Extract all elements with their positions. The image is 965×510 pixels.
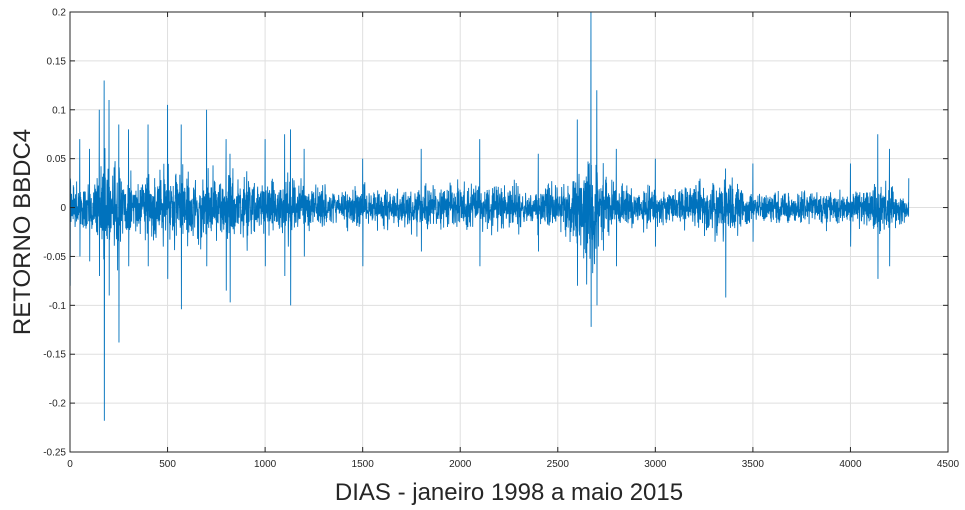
- y-tick-label: -0.25: [43, 448, 66, 459]
- x-tick-label: 0: [67, 459, 73, 470]
- y-tick-labels: -0.25 -0.2 -0.15 -0.1 -0.05 0 0.05 0.1 0.15 0.2: [43, 8, 66, 459]
- y-tick-label: -0.1: [49, 301, 67, 312]
- series-line: [69, 11, 910, 421]
- y-tick-label: -0.2: [49, 399, 67, 410]
- y-tick-label: -0.15: [43, 350, 66, 361]
- x-axis-title: DIAS - janeiro 1998 a maio 2015: [335, 479, 683, 506]
- plot-frame: [69, 11, 949, 453]
- x-tick-label: 3000: [644, 459, 667, 470]
- y-axis-title: RETORNO BBDC4: [9, 129, 36, 335]
- y-tick-label: 0.2: [52, 8, 66, 19]
- x-tick-label: 3500: [742, 459, 765, 470]
- x-tick-label: 1500: [352, 459, 375, 470]
- x-tick-label: 4000: [839, 459, 862, 470]
- tick-marks: [69, 11, 949, 453]
- x-tick-label: 2500: [547, 459, 570, 470]
- y-tick-label: 0.15: [47, 56, 67, 67]
- y-tick-label: 0.1: [52, 105, 66, 116]
- y-tick-label: 0: [60, 203, 66, 214]
- x-tick-labels: 0 500 1000 1500 2000 2500 3000 3500 4000 4500: [67, 459, 959, 470]
- y-tick-label: 0.05: [47, 154, 67, 165]
- series-path: [69, 11, 910, 421]
- x-tick-label: 1000: [254, 459, 277, 470]
- x-tick-label: 500: [159, 459, 176, 470]
- x-tick-label: 4500: [937, 459, 960, 470]
- x-tick-label: 2000: [449, 459, 472, 470]
- y-tick-label: -0.05: [43, 252, 66, 263]
